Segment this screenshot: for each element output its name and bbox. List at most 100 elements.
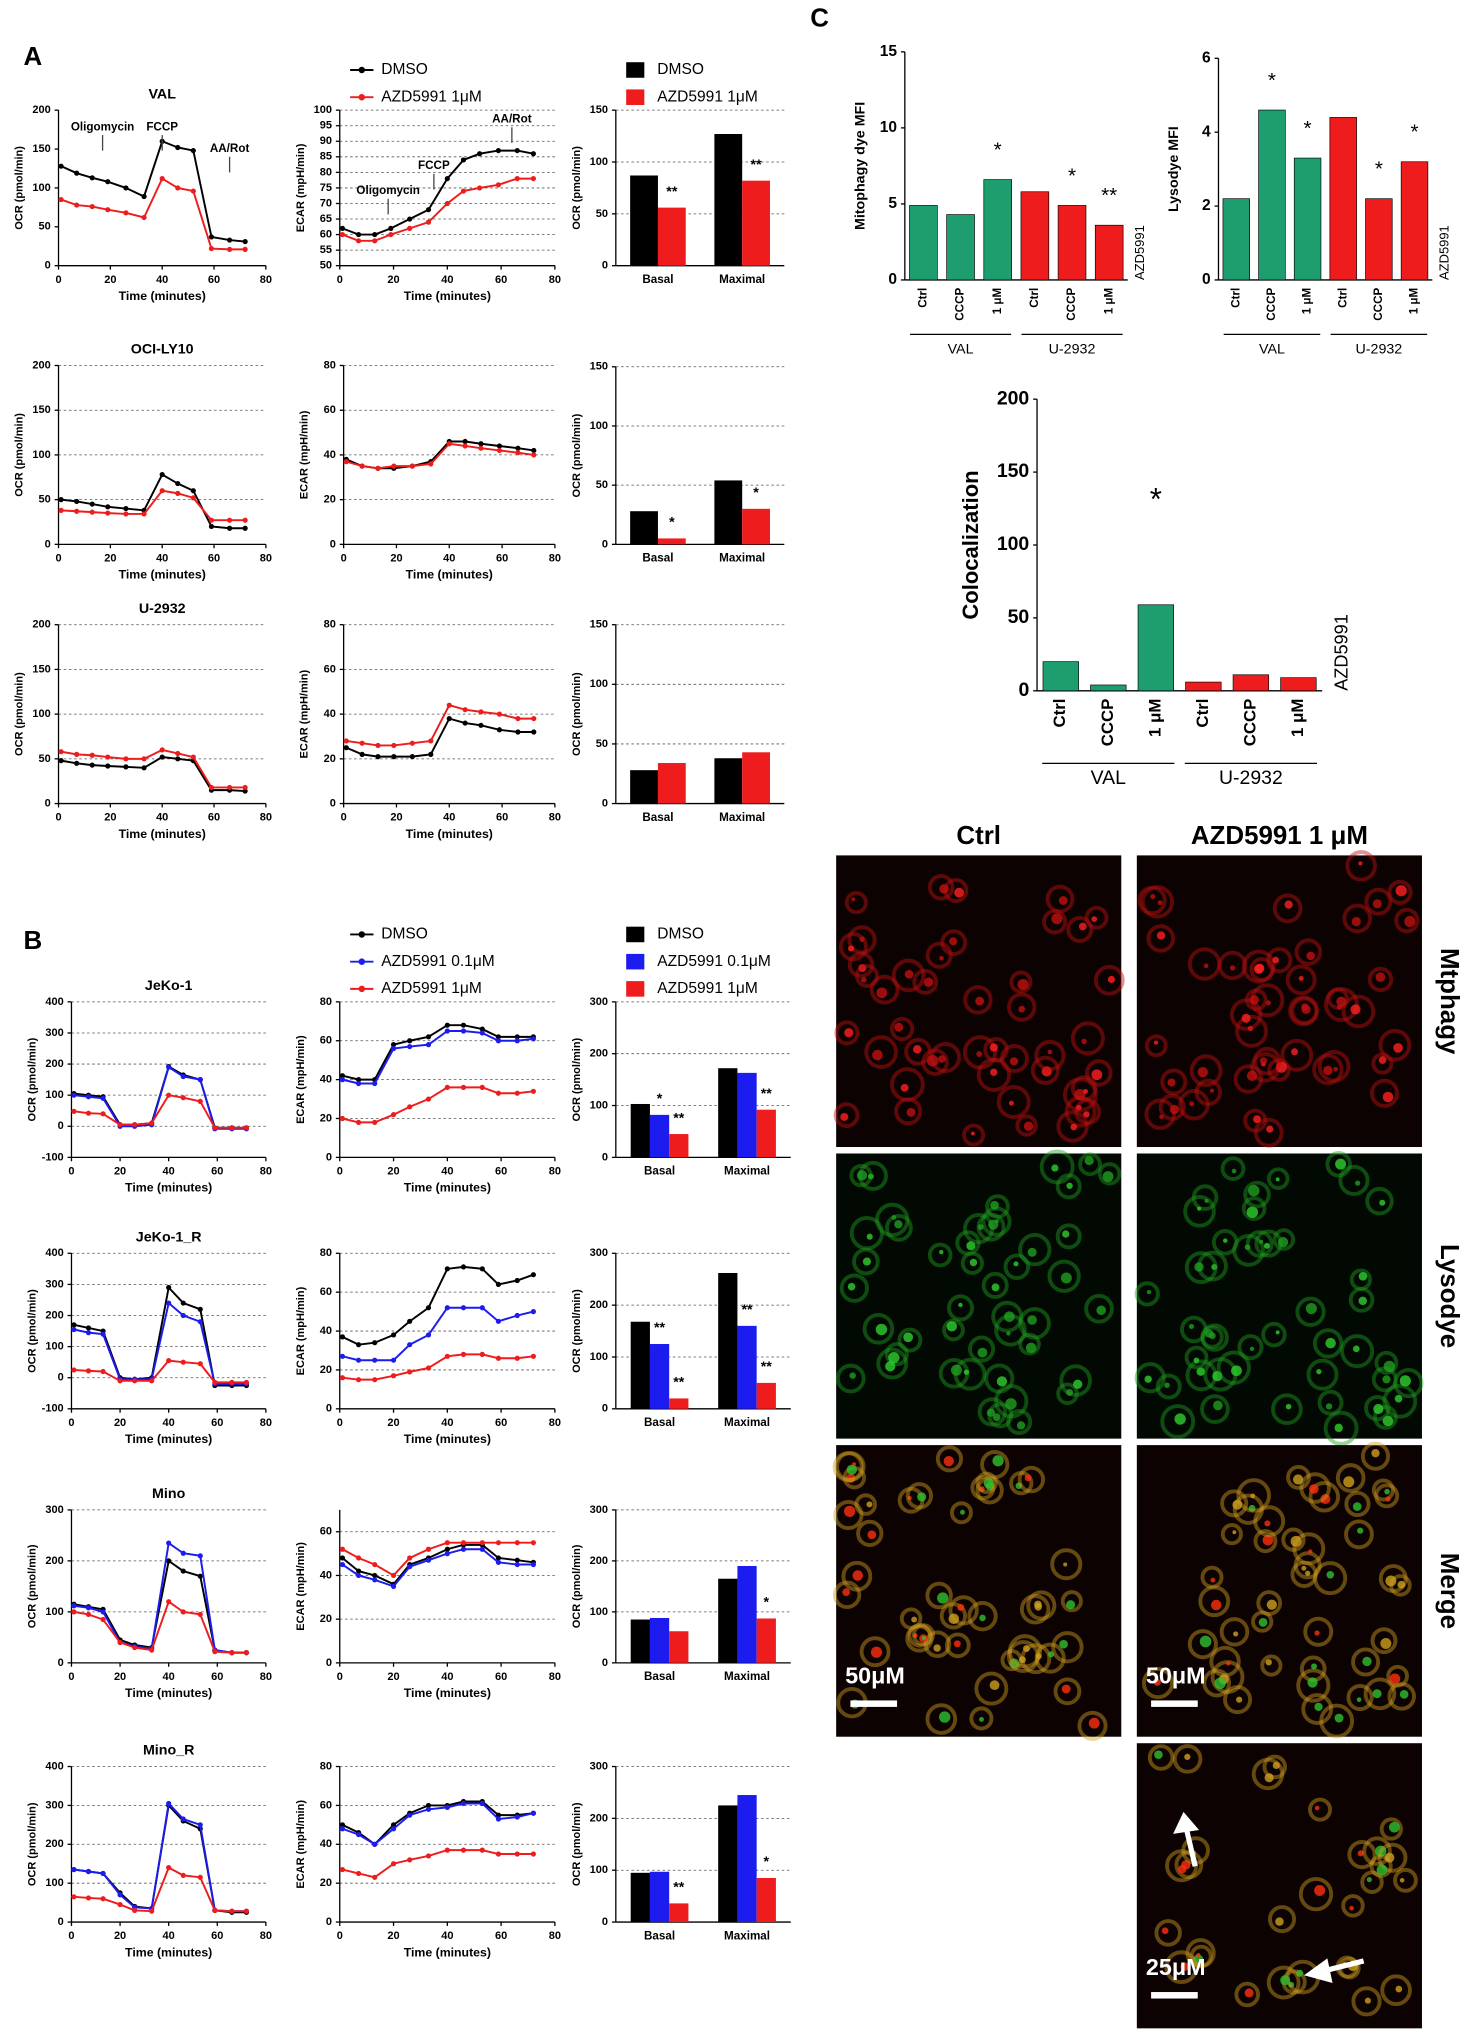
puncta [989,1680,1000,1691]
puncta [990,1200,999,1210]
bar [1222,198,1250,281]
puncta [1306,951,1316,961]
puncta [1355,1180,1361,1186]
cell [1298,1877,1334,1912]
x-tick-label: 40 [441,1166,453,1178]
data-point [141,765,147,771]
data-point [495,1038,502,1044]
y-tick-label: 15 [880,43,898,60]
puncta [1397,1580,1406,1589]
bar [649,1114,670,1158]
cell [1377,1842,1408,1873]
data-point [190,754,196,760]
data-point [355,1357,362,1363]
x-tick-label: 80 [260,1930,272,1942]
cell [939,1602,968,1630]
cell [1286,1465,1311,1490]
puncta [1051,913,1063,925]
data-point [530,1353,536,1359]
cell [1394,907,1420,934]
series-line [73,1541,247,1654]
data-point [166,1800,172,1807]
legend-label: DMSO [657,926,704,943]
puncta [1308,1549,1313,1554]
puncta [1107,975,1116,984]
data-point [478,722,484,728]
data-point [407,1555,413,1561]
x-tick-label: Maximal [719,273,765,286]
data-point [132,1122,138,1128]
cell [969,1706,994,1731]
data-point [355,1119,362,1125]
data-point [339,1555,346,1561]
puncta [911,1616,918,1623]
legend-label: AZD5991 1μM [381,88,482,105]
cell [1055,1223,1082,1250]
data-point [149,1378,155,1384]
data-point [407,1318,413,1324]
cell [1185,1938,1216,1969]
y-tick-label: 200 [45,1555,63,1567]
bar [718,1272,738,1409]
puncta [1291,1048,1299,1056]
significance: ** [761,1086,773,1102]
cell [907,1623,932,1648]
puncta [1174,1413,1186,1425]
y-tick-label: 0 [58,1372,64,1384]
cell [1051,1631,1084,1664]
cell [984,1363,1015,1394]
cell [875,1202,910,1238]
x-tick-label: 80 [549,1417,561,1429]
cell [948,1595,979,1626]
puncta [1084,1155,1094,1166]
y-tick-label: 55 [320,244,332,256]
x-tick-label: Ctrl [1336,288,1349,308]
cell [1262,1754,1288,1780]
puncta [1275,1177,1280,1182]
puncta [1258,1617,1268,1627]
cell [1387,1682,1416,1711]
cell [839,1273,870,1303]
data-point [117,1122,123,1128]
bar [1090,684,1127,692]
data-point [479,1030,485,1036]
y-tick-label: 200 [590,1812,608,1824]
y-tick-label: 80 [324,619,336,631]
series-line [342,1802,534,1846]
puncta [1006,1331,1011,1336]
puncta [1019,1656,1026,1664]
y-tick-label: 300 [45,1799,63,1811]
legend-swatch [626,953,645,970]
cell [1211,1228,1239,1256]
panel-label: B [24,927,43,955]
legend-label: AZD5991 1μM [657,88,758,105]
x-tick-label: Maximal [724,1165,770,1178]
bar [1293,157,1322,281]
puncta [939,1249,944,1255]
data-point [496,447,503,454]
cell [960,1251,984,1275]
x-axis-label: Time (minutes) [119,827,206,841]
panel-label: C [810,4,829,32]
y-tick-label: 300 [45,1278,63,1290]
puncta [1083,1111,1090,1118]
puncta [1376,1864,1388,1876]
data-point [531,729,537,735]
y-tick-label: 90 [320,135,332,147]
puncta [989,1043,998,1052]
data-point [460,1264,467,1270]
data-point [409,740,415,746]
data-point [460,1305,467,1311]
puncta [1241,1013,1251,1023]
data-point [514,1090,520,1096]
data-point [514,1277,520,1284]
cell [1042,909,1068,935]
y-tick-label: 40 [320,1569,332,1581]
puncta [1249,1346,1255,1351]
y-tick-label: 50 [1008,606,1030,628]
x-tick-label: 40 [163,1417,175,1429]
x-tick-label: 80 [549,553,561,565]
data-point [390,1357,397,1363]
y-tick-label: 100 [590,1606,608,1618]
puncta [1034,1600,1042,1609]
